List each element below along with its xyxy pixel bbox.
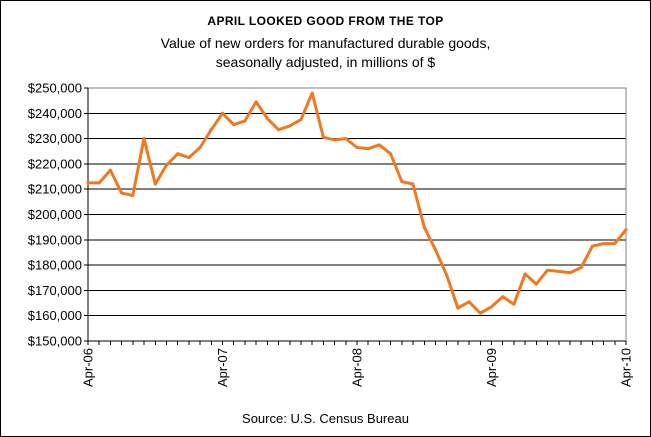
y-tick-label: $240,000: [28, 106, 82, 121]
data-point: [254, 100, 258, 104]
y-tick-label: $220,000: [28, 156, 82, 171]
data-point: [108, 168, 112, 172]
data-point: [277, 128, 280, 132]
data-point: [422, 225, 426, 229]
data-point: [243, 119, 247, 123]
data-point: [265, 116, 269, 120]
x-tick-label: Apr-08: [350, 348, 365, 387]
data-point: [299, 118, 303, 122]
y-tick-label: $210,000: [28, 182, 82, 197]
data-point: [534, 282, 538, 286]
y-tick-label: $190,000: [28, 232, 82, 247]
data-point: [153, 182, 157, 186]
data-point: [490, 305, 493, 309]
y-tick-label: $180,000: [28, 258, 82, 273]
y-tick-label: $170,000: [28, 283, 82, 298]
data-point: [501, 295, 505, 299]
data-point: [355, 146, 359, 149]
data-point: [221, 111, 224, 115]
y-tick-label: $150,000: [28, 334, 82, 349]
data-point: [602, 242, 606, 246]
data-point: [198, 146, 202, 149]
data-point: [344, 137, 348, 141]
data-point: [310, 91, 314, 95]
data-point: [86, 181, 90, 185]
chart-source: Source: U.S. Census Bureau: [242, 411, 409, 426]
data-point: [512, 302, 516, 306]
data-point: [209, 128, 213, 132]
x-tick-label: Apr-10: [619, 348, 634, 387]
data-point: [333, 138, 337, 142]
y-tick-label: $250,000: [28, 81, 82, 96]
data-point: [400, 180, 404, 184]
data-point: [478, 311, 482, 315]
x-tick-label: Apr-06: [81, 348, 96, 387]
chart-title: APRIL LOOKED GOOD FROM THE TOP: [207, 14, 444, 28]
data-point: [445, 273, 449, 277]
data-point: [557, 269, 561, 273]
chart-subtitle-line-2: seasonally adjusted, in millions of $: [215, 54, 436, 70]
x-tick-label: Apr-07: [215, 348, 230, 387]
data-point: [613, 242, 617, 246]
data-point: [97, 181, 101, 185]
y-tick-label: $200,000: [28, 207, 82, 222]
data-point: [176, 152, 180, 156]
data-point: [165, 163, 168, 167]
data-point: [411, 182, 415, 186]
data-point: [142, 137, 146, 141]
data-point: [568, 271, 572, 275]
data-point: [120, 191, 124, 195]
data-point: [546, 268, 549, 272]
data-point: [131, 194, 135, 197]
x-tick-label: Apr-09: [484, 348, 499, 387]
data-point: [590, 244, 594, 248]
data-point: [187, 156, 191, 160]
y-tick-label: $160,000: [28, 308, 82, 323]
data-point: [377, 143, 381, 147]
data-point: [434, 248, 437, 252]
chart-subtitle: Value of new orders for manufactured dur…: [0, 34, 651, 72]
data-point: [232, 123, 236, 127]
data-point: [456, 306, 460, 310]
y-tick-label: $230,000: [28, 131, 82, 146]
data-point: [366, 147, 370, 151]
data-point: [321, 135, 325, 139]
data-point: [288, 124, 292, 128]
data-point: [523, 272, 527, 276]
data-point: [467, 300, 471, 304]
data-point: [579, 266, 583, 270]
data-point: [389, 152, 393, 156]
chart-subtitle-line-1: Value of new orders for manufactured dur…: [160, 35, 491, 51]
data-point: [624, 228, 628, 232]
